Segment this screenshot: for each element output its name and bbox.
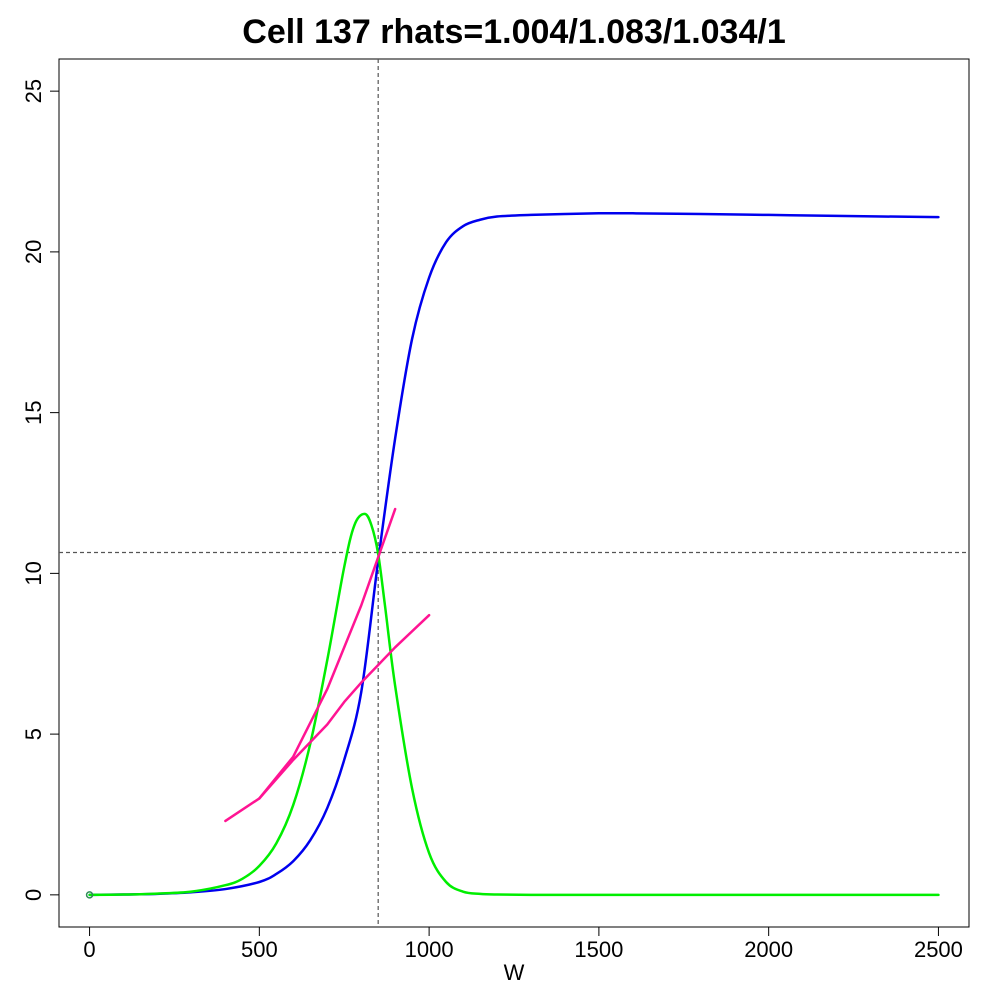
x-tick-label: 1500 — [574, 937, 623, 962]
y-tick-label: 20 — [21, 240, 46, 264]
series-line-3 — [224, 507, 397, 823]
y-tick-label: 0 — [21, 889, 46, 901]
reference-lines — [59, 59, 969, 927]
origin-point — [85, 891, 94, 899]
y-tick-label: 25 — [21, 79, 46, 103]
series-line-2 — [88, 512, 940, 897]
chart-title: Cell 137 rhats=1.004/1.083/1.034/1 — [242, 13, 785, 51]
x-axis: 0 500 1000 1500 2000 2500 — [83, 926, 963, 962]
x-tick-label: 500 — [241, 937, 278, 962]
x-axis-label: W — [504, 960, 525, 985]
series-layer — [88, 211, 940, 897]
y-tick-label: 5 — [21, 728, 46, 740]
plot-frame — [58, 58, 970, 928]
y-tick-label: 10 — [21, 561, 46, 585]
x-tick-label: 2500 — [914, 937, 963, 962]
y-axis: 0 5 10 15 20 25 — [21, 79, 60, 901]
y-tick-label: 15 — [21, 400, 46, 424]
series-line-4 — [258, 613, 431, 800]
x-tick-label: 1000 — [405, 937, 454, 962]
x-tick-label: 0 — [83, 937, 95, 962]
series-line-1 — [88, 211, 940, 897]
x-tick-label: 2000 — [744, 937, 793, 962]
point-layer — [85, 891, 94, 899]
